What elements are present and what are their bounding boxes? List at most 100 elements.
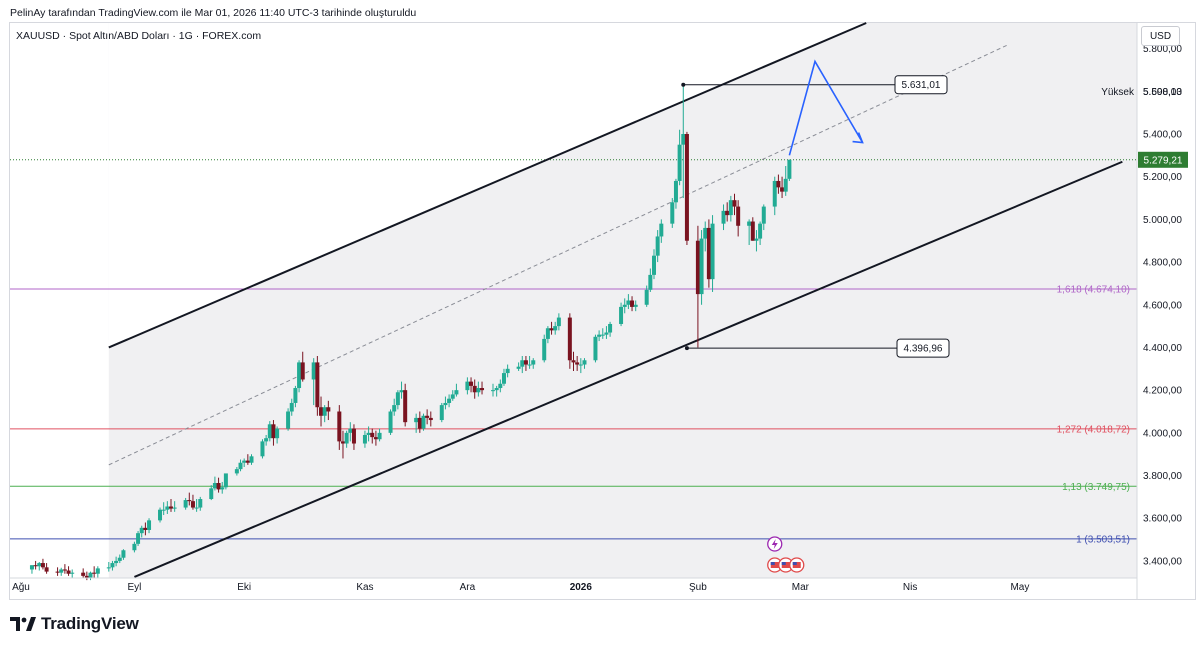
candle[interactable]	[70, 572, 75, 574]
candle[interactable]	[267, 424, 272, 439]
candle[interactable]	[297, 362, 302, 389]
candle[interactable]	[293, 388, 298, 403]
candle[interactable]	[165, 506, 170, 510]
candle[interactable]	[465, 381, 470, 391]
candle[interactable]	[655, 236, 660, 256]
candle[interactable]	[498, 383, 503, 389]
candle[interactable]	[439, 405, 444, 421]
candle[interactable]	[348, 428, 353, 433]
candle[interactable]	[659, 223, 664, 237]
candle[interactable]	[761, 206, 766, 224]
candle[interactable]	[732, 200, 737, 207]
candle[interactable]	[362, 434, 367, 444]
candle[interactable]	[183, 500, 188, 508]
candle[interactable]	[44, 567, 49, 572]
candle[interactable]	[95, 568, 100, 574]
candle[interactable]	[571, 360, 576, 363]
candle[interactable]	[33, 565, 38, 567]
candle[interactable]	[37, 563, 42, 567]
candle[interactable]	[469, 381, 474, 386]
candle[interactable]	[81, 572, 86, 576]
candle[interactable]	[520, 360, 525, 367]
candle[interactable]	[395, 392, 400, 406]
candle[interactable]	[158, 509, 163, 521]
candle[interactable]	[783, 178, 788, 192]
channel-lower-line[interactable]	[134, 160, 1123, 578]
candle[interactable]	[516, 366, 521, 369]
candle[interactable]	[652, 255, 656, 275]
candle[interactable]	[275, 428, 280, 439]
candle[interactable]	[608, 323, 613, 333]
candle[interactable]	[66, 570, 71, 574]
candle[interactable]	[542, 338, 547, 361]
candle[interactable]	[392, 405, 397, 412]
candle[interactable]	[322, 407, 327, 416]
candle[interactable]	[428, 417, 433, 421]
candle[interactable]	[681, 134, 686, 145]
candle[interactable]	[523, 360, 528, 365]
candle[interactable]	[684, 134, 689, 241]
candle[interactable]	[787, 159, 792, 179]
forecast-path[interactable]	[788, 59, 864, 156]
candle[interactable]	[132, 543, 137, 551]
candle[interactable]	[710, 223, 715, 280]
candle[interactable]	[340, 441, 345, 444]
candle[interactable]	[549, 328, 554, 331]
candle[interactable]	[597, 334, 602, 337]
candle[interactable]	[220, 487, 225, 490]
candle[interactable]	[300, 362, 305, 380]
candle[interactable]	[289, 402, 294, 412]
candle[interactable]	[62, 569, 67, 571]
candle[interactable]	[728, 200, 733, 216]
candle[interactable]	[216, 483, 221, 490]
candle[interactable]	[209, 488, 214, 500]
candle[interactable]	[114, 560, 119, 564]
candle[interactable]	[110, 563, 115, 568]
candle[interactable]	[238, 462, 243, 470]
candle[interactable]	[344, 432, 349, 444]
candle[interactable]	[501, 373, 506, 384]
candle[interactable]	[245, 460, 250, 463]
candle[interactable]	[136, 533, 141, 544]
candle[interactable]	[600, 334, 605, 336]
candle[interactable]	[695, 240, 700, 295]
candle[interactable]	[491, 390, 495, 392]
price-label-box-1[interactable]	[896, 338, 950, 358]
candle[interactable]	[311, 362, 316, 380]
candle[interactable]	[553, 326, 558, 331]
candle[interactable]	[630, 300, 635, 307]
candle[interactable]	[443, 402, 448, 406]
tradingview-logo[interactable]: TradingView	[10, 614, 139, 634]
candle[interactable]	[190, 501, 195, 508]
candle[interactable]	[351, 428, 356, 444]
candle[interactable]	[55, 571, 60, 573]
candle[interactable]	[249, 456, 254, 463]
candle[interactable]	[370, 432, 375, 438]
candle[interactable]	[264, 438, 269, 442]
candle[interactable]	[677, 144, 682, 181]
candle[interactable]	[644, 289, 649, 305]
candle[interactable]	[725, 210, 730, 216]
candle[interactable]	[198, 499, 203, 508]
candle[interactable]	[626, 300, 631, 305]
candle[interactable]	[450, 394, 455, 399]
candle[interactable]	[531, 360, 536, 365]
candle[interactable]	[337, 411, 342, 442]
candle[interactable]	[88, 572, 93, 578]
channel-upper-line[interactable]	[108, 22, 867, 349]
candle[interactable]	[750, 221, 755, 241]
candle[interactable]	[194, 507, 199, 509]
candle[interactable]	[187, 500, 192, 502]
candle[interactable]	[454, 390, 459, 395]
currency-selector[interactable]: USD	[1141, 26, 1180, 46]
candle[interactable]	[578, 364, 583, 366]
candle[interactable]	[670, 202, 675, 224]
candle[interactable]	[414, 417, 419, 423]
candle[interactable]	[366, 432, 371, 435]
candle[interactable]	[556, 317, 561, 327]
candle[interactable]	[421, 415, 426, 429]
channel-mid-line[interactable]	[108, 43, 1010, 466]
candle[interactable]	[699, 238, 704, 295]
candle[interactable]	[373, 437, 378, 440]
